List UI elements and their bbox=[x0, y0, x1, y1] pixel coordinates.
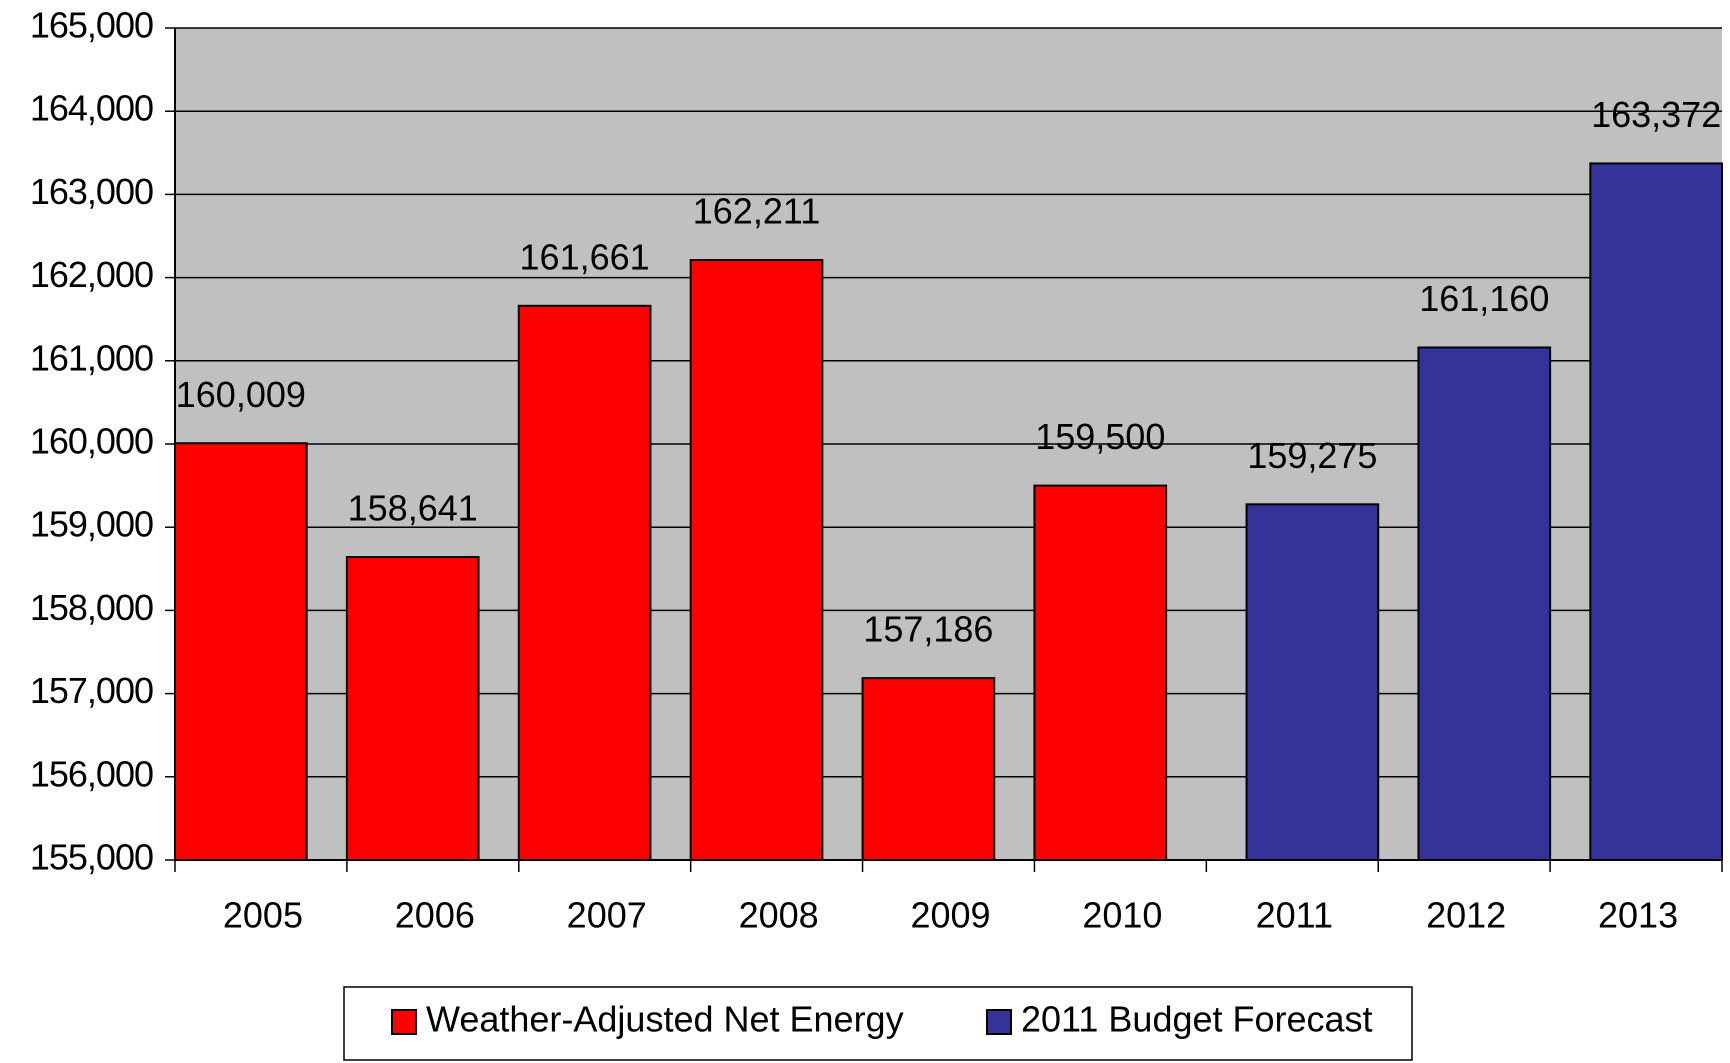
legend-swatch bbox=[391, 1009, 417, 1035]
y-tick-label: 157,000 bbox=[30, 670, 153, 711]
data-label: 160,009 bbox=[176, 374, 306, 415]
y-tick-label: 162,000 bbox=[30, 254, 153, 295]
bar bbox=[689, 259, 824, 861]
bar bbox=[174, 442, 308, 861]
data-label: 157,186 bbox=[863, 609, 993, 650]
legend-label: Weather-Adjusted Net Energy bbox=[426, 999, 904, 1040]
data-label: 162,211 bbox=[693, 191, 820, 232]
legend-swatch bbox=[986, 1009, 1012, 1035]
bar bbox=[517, 304, 652, 861]
data-label: 159,275 bbox=[1247, 435, 1377, 476]
y-tick-label: 161,000 bbox=[30, 337, 153, 378]
data-label: 161,160 bbox=[1419, 278, 1549, 319]
y-tick-label: 163,000 bbox=[30, 171, 153, 212]
y-tick-label: 160,000 bbox=[30, 421, 153, 462]
x-tick-label: 2009 bbox=[910, 895, 990, 936]
y-tick-label: 155,000 bbox=[30, 837, 153, 878]
y-tick-label: 156,000 bbox=[30, 753, 153, 794]
bar bbox=[1033, 484, 1168, 861]
x-tick-label: 2011 bbox=[1256, 895, 1333, 936]
legend-box bbox=[343, 986, 1413, 1061]
y-tick-label: 159,000 bbox=[30, 504, 153, 545]
legend-label: 2011 Budget Forecast bbox=[1021, 999, 1373, 1040]
x-tick-label: 2007 bbox=[567, 895, 647, 936]
x-tick-label: 2006 bbox=[395, 895, 475, 936]
data-label: 158,641 bbox=[348, 488, 478, 529]
x-tick-label: 2013 bbox=[1598, 895, 1678, 936]
data-label: 163,372 bbox=[1591, 94, 1721, 135]
x-tick-label: 2008 bbox=[739, 895, 819, 936]
bar bbox=[1245, 503, 1380, 861]
bar bbox=[345, 556, 480, 861]
x-tick-label: 2012 bbox=[1426, 895, 1506, 936]
bar bbox=[861, 677, 996, 862]
y-tick-label: 165,000 bbox=[30, 5, 153, 46]
y-tick-label: 164,000 bbox=[30, 88, 153, 129]
y-tick-label: 158,000 bbox=[30, 587, 153, 628]
x-tick-label: 2010 bbox=[1082, 895, 1162, 936]
data-label: 159,500 bbox=[1035, 416, 1165, 457]
data-label: 161,661 bbox=[520, 236, 650, 277]
bar bbox=[1417, 346, 1552, 862]
bar bbox=[1589, 162, 1724, 862]
x-tick-label: 2005 bbox=[223, 895, 303, 936]
